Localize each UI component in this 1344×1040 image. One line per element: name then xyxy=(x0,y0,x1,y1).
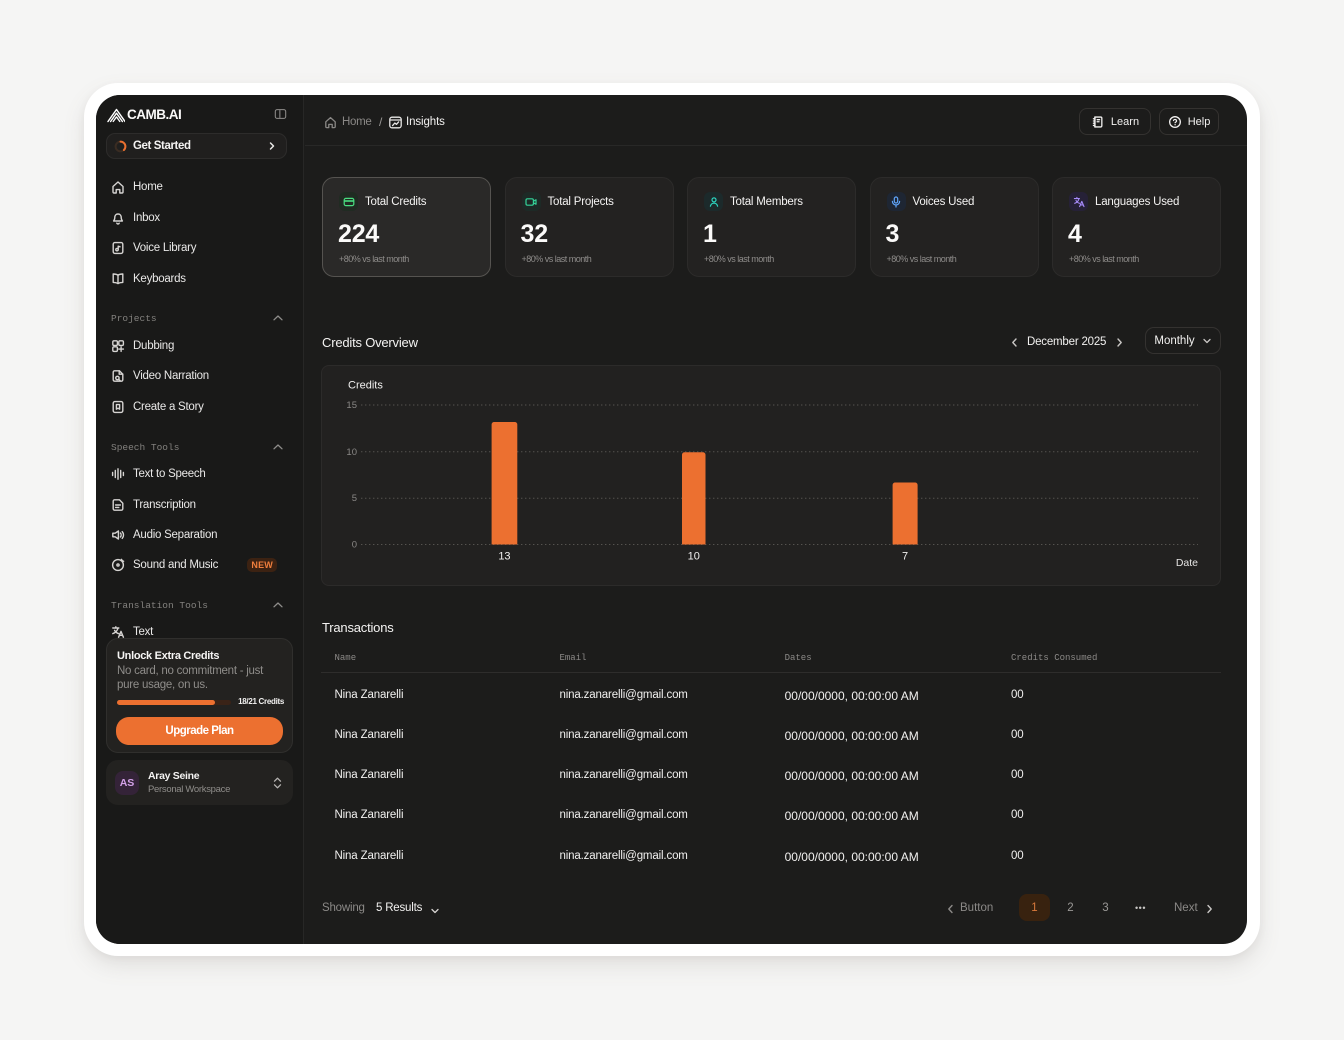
svg-text:0: 0 xyxy=(352,540,357,551)
svg-text:Date: Date xyxy=(1176,557,1198,569)
svg-text:15: 15 xyxy=(346,400,357,411)
svg-text:5: 5 xyxy=(352,493,357,504)
svg-text:13: 13 xyxy=(498,551,510,563)
svg-text:10: 10 xyxy=(346,447,357,458)
svg-text:7: 7 xyxy=(902,551,908,563)
svg-text:10: 10 xyxy=(688,551,700,563)
svg-text:Credits: Credits xyxy=(348,380,383,392)
